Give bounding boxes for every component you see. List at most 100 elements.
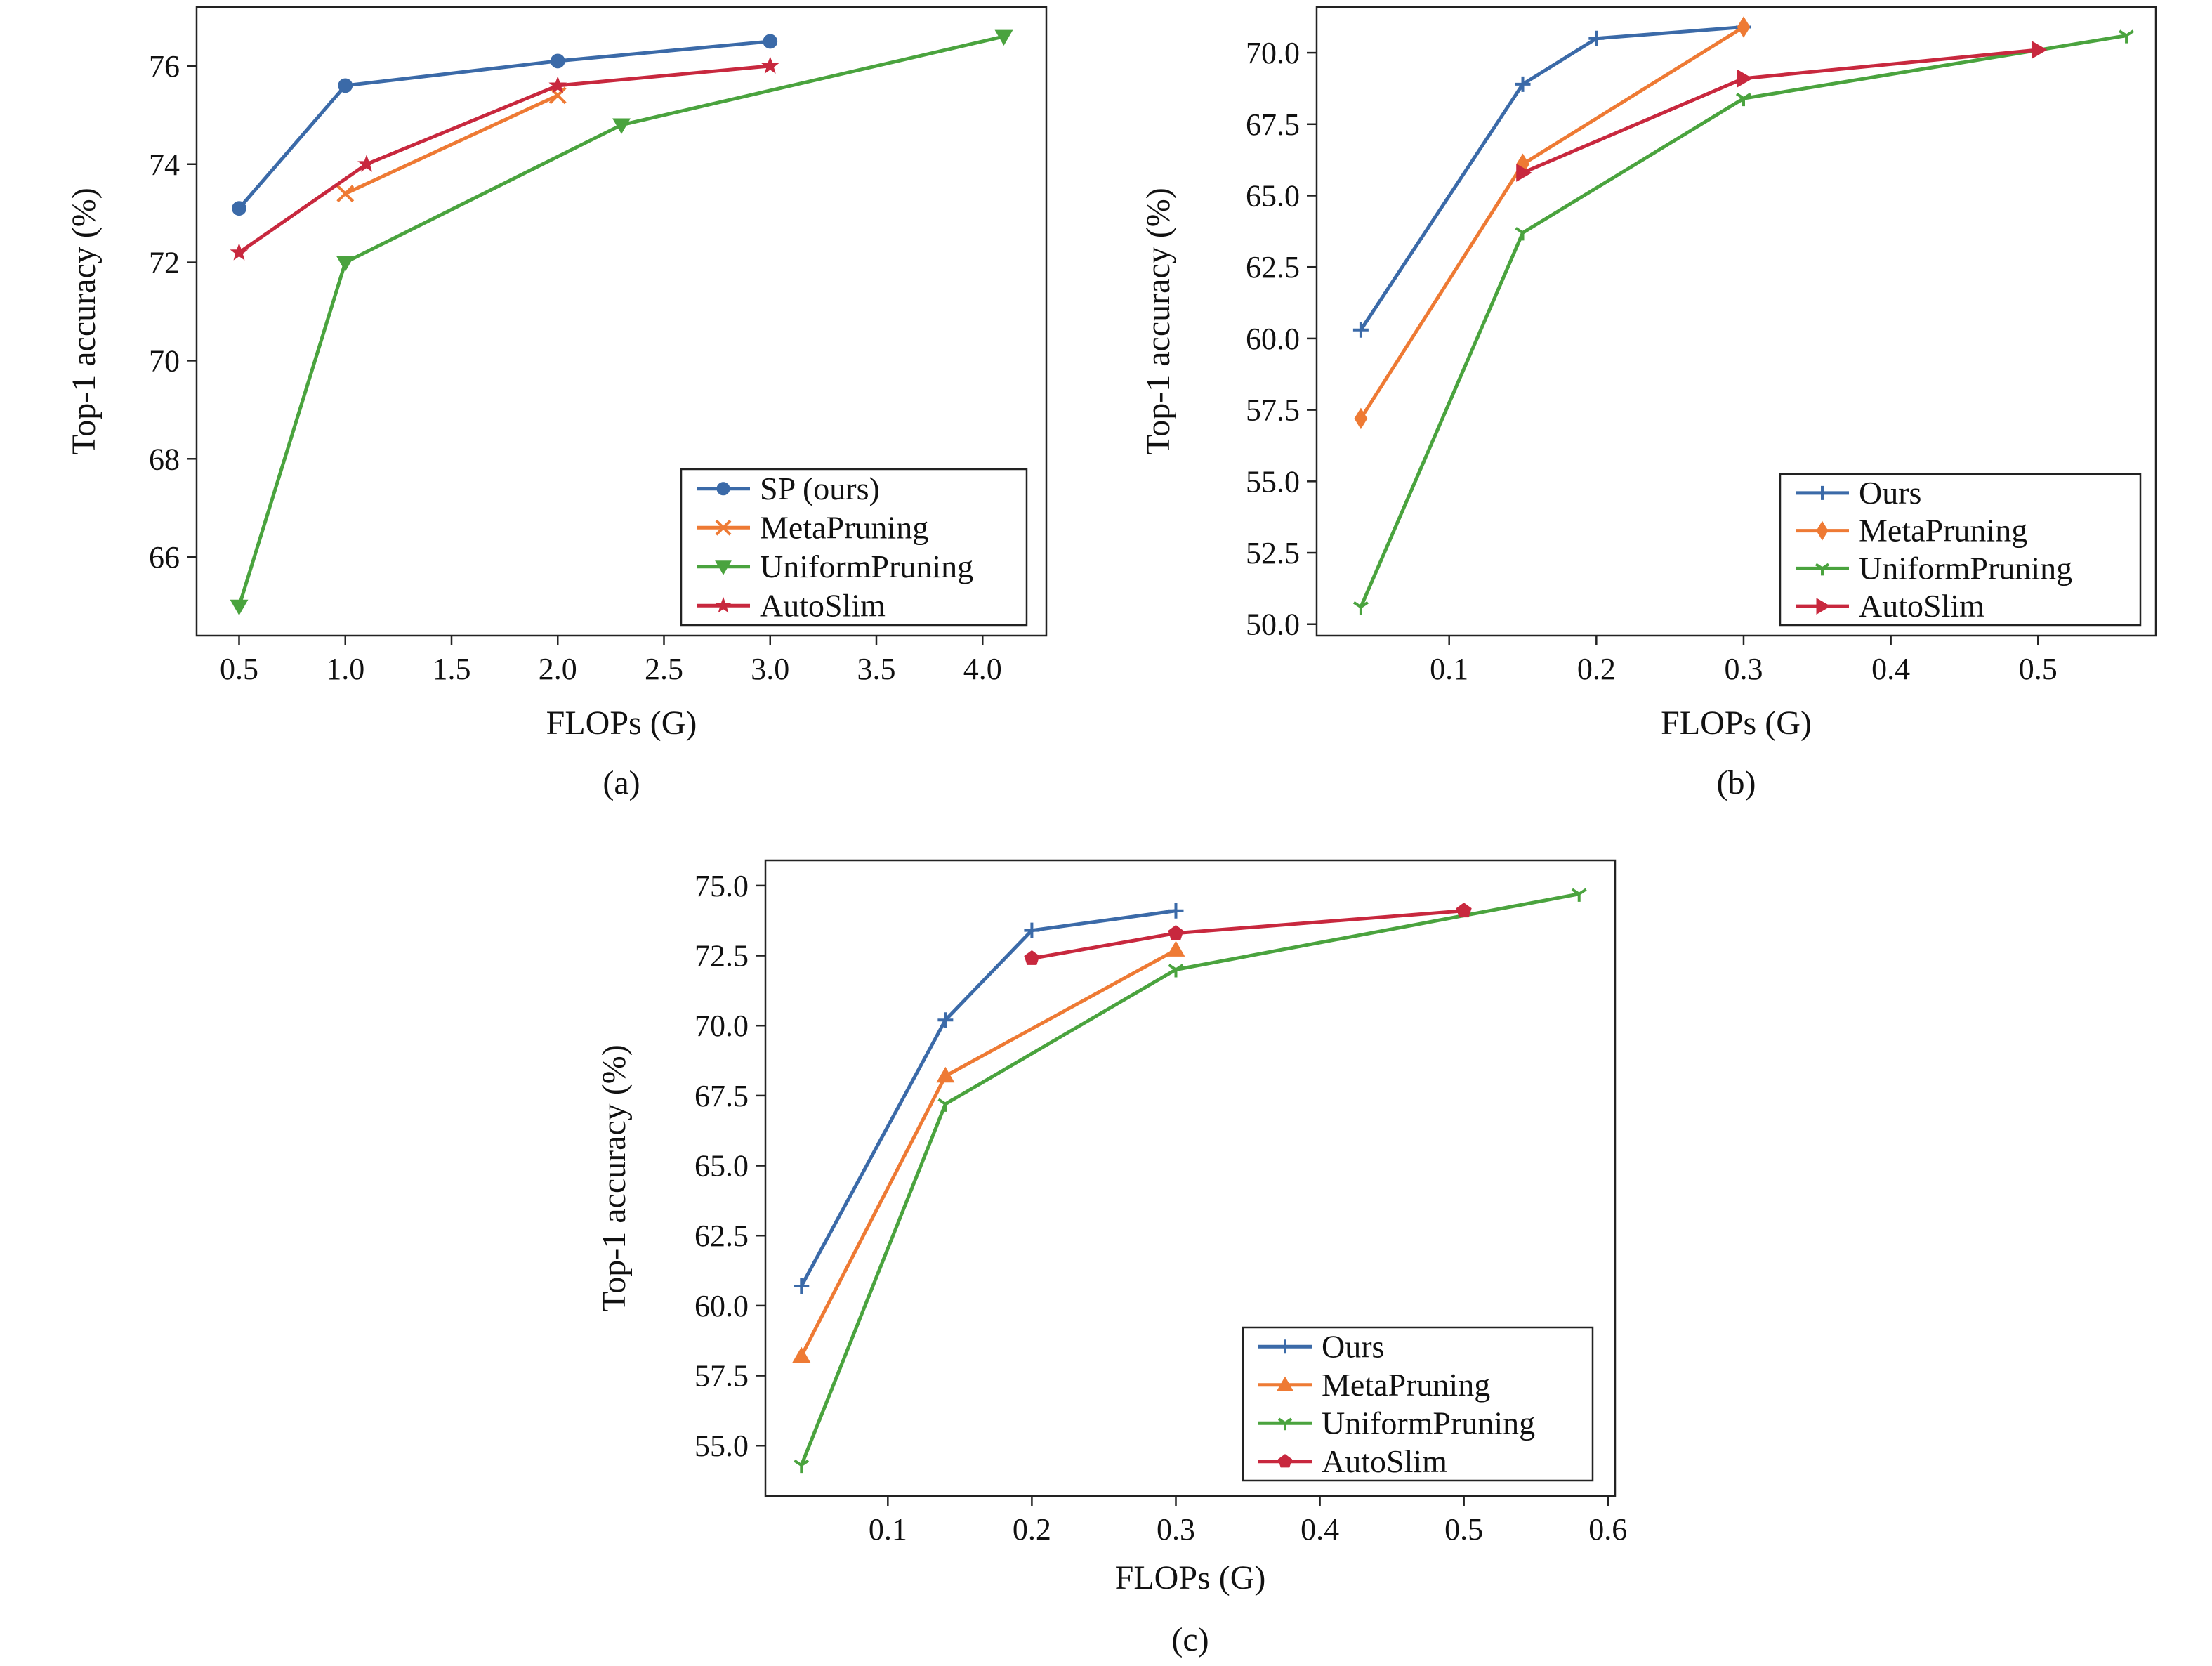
y-tick-label: 68 bbox=[149, 442, 180, 476]
y-tick-label: 66 bbox=[149, 540, 180, 575]
legend-label: Ours bbox=[1859, 475, 1921, 511]
legend-label: MetaPruning bbox=[1859, 513, 2027, 549]
series-line bbox=[800, 909, 1176, 1287]
legend-marker bbox=[1278, 1339, 1292, 1354]
x-tick-label: 0.3 bbox=[1157, 1512, 1195, 1547]
data-point bbox=[336, 256, 355, 272]
y-tick-label: 76 bbox=[149, 49, 180, 84]
data-point bbox=[1024, 950, 1040, 965]
x-axis-label: FLOPs (G) bbox=[1115, 1559, 1266, 1596]
legend-box bbox=[1779, 473, 2142, 627]
data-point bbox=[1166, 940, 1185, 957]
legend-label: AutoSlim bbox=[1322, 1443, 1447, 1479]
y-tick-label: 65.0 bbox=[694, 1149, 749, 1183]
data-point bbox=[612, 118, 631, 134]
y-tick-label: 62.5 bbox=[1246, 250, 1300, 284]
data-point bbox=[1168, 964, 1184, 978]
data-point bbox=[338, 78, 353, 93]
y-tick-label: 52.5 bbox=[1246, 536, 1300, 570]
series-autoslim bbox=[1024, 903, 1472, 965]
data-point bbox=[1571, 888, 1587, 902]
data-point bbox=[230, 243, 249, 261]
data-point bbox=[1168, 925, 1184, 940]
data-point bbox=[1515, 76, 1531, 92]
plot-frame bbox=[764, 859, 1617, 1497]
y-tick-label: 55.0 bbox=[1246, 464, 1300, 499]
plot-frame bbox=[195, 6, 1048, 637]
data-point bbox=[1515, 227, 1531, 241]
panel-caption: (a) bbox=[603, 764, 640, 801]
series-line bbox=[237, 39, 770, 210]
data-point bbox=[232, 201, 246, 216]
data-point bbox=[1516, 163, 1532, 182]
legend-label: AutoSlim bbox=[760, 587, 886, 623]
chart-panel-2: 0.1 0.2 0.3 0.4 0.5 0.6 55.0 57.5 60.0 62.5 65.0 67… bbox=[595, 859, 1627, 1658]
legend-label: UniformPruning bbox=[1859, 550, 2072, 586]
y-tick-label: 72 bbox=[149, 246, 180, 280]
x-tick-label: 3.5 bbox=[857, 652, 896, 686]
legend-marker bbox=[716, 482, 730, 496]
y-tick-label: 62.5 bbox=[694, 1219, 749, 1253]
series-ours bbox=[794, 903, 1184, 1294]
data-point bbox=[1024, 922, 1040, 938]
data-point bbox=[1737, 69, 1753, 88]
y-tick-label: 70.0 bbox=[1246, 36, 1300, 70]
legend-label: UniformPruning bbox=[760, 549, 973, 584]
data-point bbox=[548, 86, 567, 105]
data-point bbox=[550, 53, 565, 69]
series-metapruning bbox=[792, 940, 1185, 1363]
series-autoslim bbox=[1516, 41, 2048, 182]
legend-label: Ours bbox=[1322, 1328, 1384, 1364]
data-point bbox=[792, 1346, 811, 1363]
x-tick-label: 0.1 bbox=[869, 1512, 907, 1547]
data-point bbox=[2031, 41, 2048, 59]
series-metapruning bbox=[1354, 16, 1751, 430]
y-tick-label: 70.0 bbox=[694, 1009, 749, 1043]
x-tick-label: 0.3 bbox=[1724, 652, 1763, 686]
x-tick-label: 4.0 bbox=[963, 652, 1002, 686]
x-tick-label: 2.5 bbox=[645, 652, 683, 686]
legend-label: MetaPruning bbox=[760, 509, 928, 545]
y-tick-label: 55.0 bbox=[694, 1429, 749, 1463]
x-axis-label: FLOPs (G) bbox=[546, 704, 697, 742]
panel-caption: (b) bbox=[1717, 764, 1756, 801]
chart-panel-0: 0.5 1.0 1.5 2.0 2.5 3.0 3.5 4.0 66 68 70 72 74 76 FLOP… bbox=[65, 6, 1048, 801]
legend-box bbox=[680, 468, 1028, 627]
y-tick-label: 74 bbox=[149, 147, 180, 182]
x-tick-label: 0.1 bbox=[1430, 652, 1468, 686]
y-tick-label: 72.5 bbox=[694, 939, 749, 973]
data-point bbox=[1352, 322, 1369, 338]
y-axis-label: Top-1 accuracy (%) bbox=[65, 188, 103, 454]
data-point bbox=[937, 1098, 954, 1112]
data-point bbox=[936, 1066, 955, 1083]
legend: SP (ours)MetaPruning UniformPruningAutoSl… bbox=[680, 468, 1028, 627]
legend-marker bbox=[1277, 1376, 1293, 1391]
series-line bbox=[1359, 25, 1745, 420]
data-point bbox=[548, 76, 567, 93]
x-tick-label: 0.4 bbox=[1301, 1512, 1339, 1547]
series-sp-ours- bbox=[232, 34, 778, 216]
chart-panel-1: 0.1 0.2 0.3 0.4 0.5 50.0 52.5 55.0 57.5 60.0 62.5 6… bbox=[1140, 6, 2157, 801]
data-point bbox=[2119, 29, 2135, 44]
series-line bbox=[1359, 34, 2127, 608]
legend-marker bbox=[715, 596, 732, 613]
x-tick-label: 0.2 bbox=[1577, 652, 1616, 686]
y-tick-label: 60.0 bbox=[694, 1289, 749, 1323]
x-tick-label: 0.6 bbox=[1588, 1512, 1627, 1547]
data-point bbox=[357, 155, 376, 172]
y-tick-label: 60.0 bbox=[1246, 322, 1300, 356]
series-line bbox=[344, 93, 559, 195]
x-tick-label: 0.5 bbox=[220, 652, 258, 686]
series-autoslim bbox=[230, 56, 779, 261]
series-uniformpruning bbox=[230, 29, 1013, 616]
legend-label: AutoSlim bbox=[1859, 588, 1984, 624]
legend-label: UniformPruning bbox=[1322, 1405, 1535, 1441]
y-tick-label: 75.0 bbox=[694, 869, 749, 903]
data-point bbox=[1737, 16, 1751, 38]
data-point bbox=[230, 599, 249, 616]
legend-marker bbox=[1277, 1454, 1293, 1468]
y-tick-label: 57.5 bbox=[1246, 393, 1300, 428]
x-tick-label: 0.5 bbox=[2019, 652, 2058, 686]
series-line bbox=[799, 892, 1580, 1467]
